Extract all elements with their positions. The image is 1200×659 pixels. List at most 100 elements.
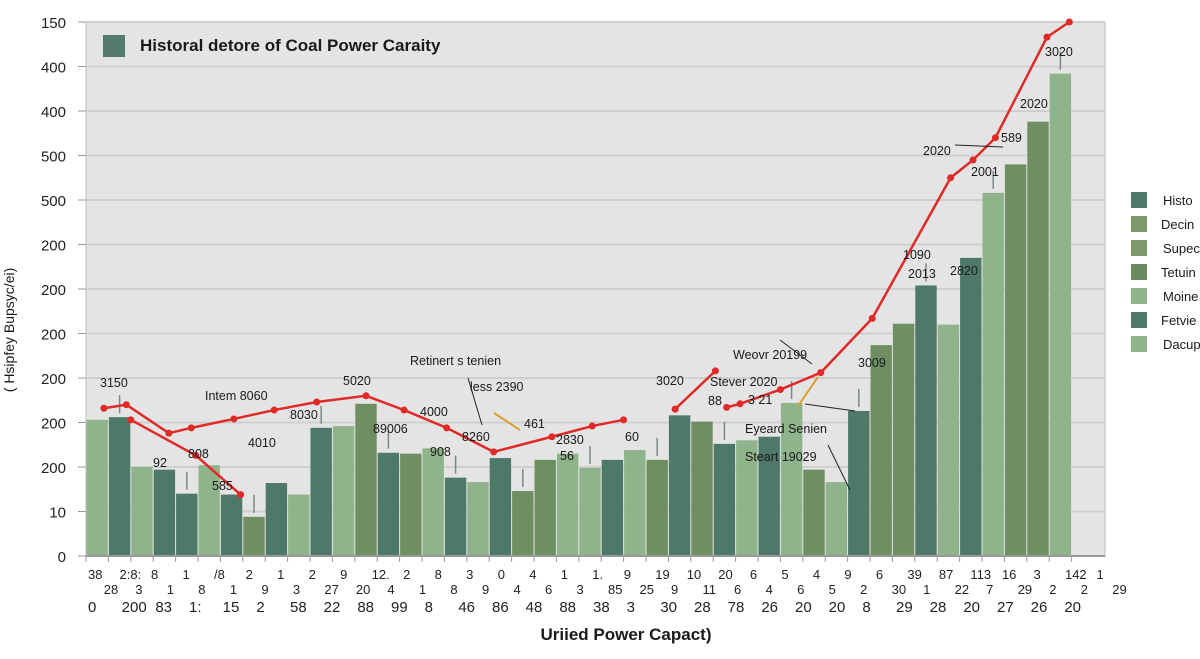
bar — [310, 427, 332, 556]
x-tick-label: 2 — [309, 567, 316, 582]
bar — [892, 323, 915, 556]
annotation-label: 56 — [560, 449, 574, 463]
x-tick-label: 1 — [923, 582, 930, 597]
bar — [198, 465, 220, 556]
x-tick-label: 7 — [986, 582, 993, 597]
x-tick-label: 2:8: — [120, 567, 142, 582]
y-tick-label: 200 — [41, 282, 66, 299]
x-tick-label: 4 — [529, 567, 536, 582]
bar — [870, 345, 892, 556]
x-tick-label: 10 — [687, 567, 701, 582]
y-tick-label: 200 — [41, 238, 66, 255]
legend-label: Fetvie — [1161, 313, 1196, 328]
line-point — [969, 156, 977, 164]
annotation-label: 88 — [708, 394, 722, 408]
annotation-label: less 2390 — [470, 380, 524, 394]
x-tick-label: 27 — [324, 582, 338, 597]
line-point — [362, 392, 370, 400]
line-point — [100, 404, 108, 412]
bar — [556, 453, 579, 556]
bar — [467, 482, 489, 556]
x-tick-label: 1: — [189, 599, 202, 616]
x-tick-label: 3 — [576, 582, 583, 597]
line-point — [711, 367, 719, 375]
bar — [243, 516, 265, 556]
x-tick-label: 27 — [997, 599, 1014, 616]
x-tick-label: 88 — [357, 599, 374, 616]
legend-label: Tetuin — [1161, 265, 1196, 280]
x-tick-label: 28 — [694, 599, 711, 616]
x-tick-label: 29 — [1018, 582, 1032, 597]
x-tick-label: 15 — [223, 599, 240, 616]
bar — [422, 448, 444, 556]
annotation-label: 3009 — [858, 356, 886, 370]
x-tick-label: 9 — [261, 582, 268, 597]
bar — [265, 483, 288, 556]
bar — [848, 410, 870, 556]
annotation-label: 2020 — [1020, 97, 1048, 111]
legend-label: Histo — [1163, 193, 1193, 208]
bar — [713, 443, 736, 556]
annotation-label: 3 21 — [748, 393, 772, 407]
y-tick-label: 500 — [41, 149, 66, 166]
x-tick-label: 9 — [340, 567, 347, 582]
legend: Histo Decin Supec Tetuin Moine Fetvie Dacup — [1131, 192, 1200, 352]
x-tick-label: 4 — [813, 567, 820, 582]
x-tick-label: 22 — [955, 582, 969, 597]
y-tick-label: 200 — [41, 327, 66, 344]
line-point — [588, 422, 596, 430]
x-tick-label: 2 — [403, 567, 410, 582]
legend-swatch — [1131, 312, 1147, 328]
annotation-label: Weovr 20199 — [733, 348, 807, 362]
line-point — [270, 406, 278, 414]
x-tick-label: 87 — [939, 567, 953, 582]
y-axis-label: ( Hsipfey Bupsyc/ei) — [1, 268, 17, 392]
bar — [825, 482, 848, 556]
x-tick-label: 4 — [513, 582, 520, 597]
line-point — [1043, 33, 1051, 41]
line-point — [736, 400, 744, 408]
x-tick-label: 20 — [356, 582, 370, 597]
bar — [691, 421, 713, 556]
x-tick-label: 1 — [230, 582, 237, 597]
x-tick-label: 20 — [963, 599, 980, 616]
legend-label: Dacup — [1163, 337, 1200, 352]
x-tick-label: 46 — [458, 599, 475, 616]
annotation-label: 908 — [430, 445, 451, 459]
x-tick-label: 1 — [1096, 567, 1103, 582]
bar — [803, 469, 825, 556]
bar — [1004, 164, 1027, 556]
legend-label: Moine — [1163, 289, 1198, 304]
x-tick-label: 20 — [829, 599, 846, 616]
annotation-label: 585 — [212, 479, 233, 493]
x-tick-label: 12. — [372, 567, 390, 582]
x-tick-label: 5 — [829, 582, 836, 597]
x-tick-label: 38 — [593, 599, 610, 616]
bar — [377, 452, 400, 556]
x-tick-label: 20 — [1064, 599, 1081, 616]
line-point — [122, 401, 130, 409]
bar — [960, 257, 982, 556]
x-tick-label: 8 — [862, 599, 870, 616]
x-tick-label: 8 — [450, 582, 457, 597]
annotation-label: 2001 — [971, 165, 999, 179]
bar — [736, 440, 758, 556]
legend-swatch — [1131, 264, 1147, 280]
annotation-label: 1090 — [903, 248, 931, 262]
series-line — [674, 369, 717, 411]
x-tick-label: 6 — [734, 582, 741, 597]
line-point — [165, 429, 173, 437]
annotation-label: Steart 19029 — [745, 450, 817, 464]
x-tick-label: 20 — [718, 567, 732, 582]
y-tick-label: 0 — [58, 549, 66, 566]
y-tick-label: 200 — [41, 416, 66, 433]
annotation-label: 8030 — [290, 408, 318, 422]
x-tick-label: /8 — [214, 567, 225, 582]
x-tick-label: 28 — [104, 582, 118, 597]
legend-swatch — [1131, 216, 1147, 232]
annotation-label: 89006 — [373, 422, 408, 436]
x-tick-label: 2 — [1049, 582, 1056, 597]
series-line — [726, 20, 1071, 409]
bar — [220, 494, 243, 556]
